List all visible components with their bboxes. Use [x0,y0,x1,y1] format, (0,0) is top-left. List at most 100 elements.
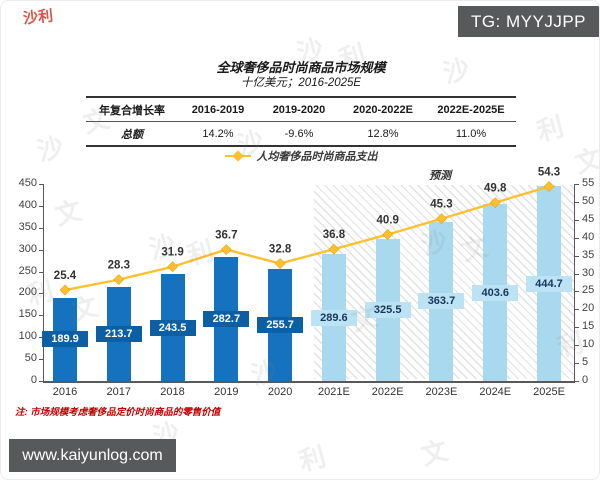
watermark-glyph-18: 文 [417,435,451,471]
y-axis-right-tick-label: 40 [582,230,595,243]
y-axis-left-tick-label: 300 [18,242,37,255]
y-axis-right-tick-mark [575,309,579,311]
watermark-glyph-19: 利 [295,441,329,477]
y-axis-right-tick-label: 5 [582,356,589,369]
legend-line-sample [224,150,251,162]
line-marker-2018 [167,261,178,273]
y-axis-left-tick-mark [39,359,43,361]
y-axis-right-tick-label: 20 [582,302,595,315]
y-axis-right-tick-mark [575,363,579,365]
watermark-glyph-8: 文 [51,195,85,231]
y-axis-right-tick-label: 30 [582,266,595,279]
watermark-glyph-2: 沙 [293,33,327,69]
y-axis-left-tick-label: 400 [18,198,37,211]
y-axis-left-tick-label: 100 [18,330,37,343]
y-axis-left-tick-label: 150 [18,308,37,321]
y-axis-right-tick-mark [575,219,579,221]
cagr-row-label: 总额 [121,129,143,141]
bar-value-label-2018: 243.5 [149,319,196,336]
line-marker-2017 [113,274,125,286]
y-axis-left-tick-mark [39,315,43,317]
watermark-glyph-4: 沙 [439,53,473,89]
y-axis-left-tick-mark [39,205,43,207]
tg-contact-badge: TG: MYYJJPP [458,6,599,37]
bar-value-label-2023E: 363.7 [418,293,465,310]
watermark-glyph-7: 沙 [233,125,267,161]
x-axis-tick-label-2025E: 2025E [533,386,565,398]
footnote: 注: 市场规模考虑奢侈品定价时尚商品的零售价值 [15,407,221,418]
bar-value-label-2019: 282.7 [203,311,250,328]
y-axis-right-tick-label: 0 [582,374,589,386]
y-axis-left-tick-mark [39,271,43,273]
bar-value-label-2020: 255.7 [257,317,304,334]
y-axis-right-tick-mark [575,273,579,275]
chart-title: 全球奢侈品时尚商品市场规模 [216,60,386,75]
x-axis-tick-label-2019: 2019 [214,386,239,398]
line-marker-2016 [59,284,71,296]
line-value-label-2016: 25.4 [54,270,77,282]
cagr-value-2016-2019: 14.2% [202,128,234,140]
y-axis-left-tick-mark [39,184,43,185]
y-axis-right-tick-label: 10 [582,338,595,351]
x-axis-tick-label-2017: 2017 [106,386,131,398]
y-axis-left-tick-mark [39,293,43,295]
line-marker-2020 [274,258,286,269]
y-axis-right-tick-mark [575,237,579,239]
line-value-label-2018: 31.9 [161,247,183,259]
cagr-header-2020-2022e: 2020-2022E [340,97,426,122]
y-axis-right-tick-mark [575,255,579,257]
cagr-value-2019-2020: -9.6% [284,128,314,140]
watermark-glyph-5: 利 [533,111,567,147]
bar-value-label-2021E: 289.6 [310,309,357,326]
watermark-glyph-1: 文 [79,103,113,139]
y-axis-right-tick-label: 35 [582,248,595,261]
y-axis-left-line [43,184,44,381]
watermark-glyph-6: 文 [571,143,600,179]
x-axis-tick-label-2024E: 2024E [479,386,512,398]
bar-value-label-2017: 213.7 [95,326,142,343]
x-axis-tick-label-2016: 2016 [52,386,78,398]
x-axis-tick-label-2022E: 2022E [371,386,404,398]
cagr-table-data-row: 总额 14.2% -9.6% 12.8% 11.0% [86,122,516,147]
line-marker-2019 [220,244,232,255]
x-axis-tick-label-2020: 2020 [267,386,293,398]
cagr-header-2022e-2025e: 2022E-2025E [426,97,516,122]
y-axis-left-tick-label: 350 [18,220,37,233]
bar-value-label-2024E: 403.6 [472,284,519,301]
chart-legend: 人均奢侈品时尚商品支出 [1,148,599,164]
website-url-badge: www.kaiyunlog.com [9,439,176,472]
x-axis-tick-label-2018: 2018 [160,386,185,398]
cagr-header-2019-2020: 2019-2020 [258,97,340,122]
line-value-label-2019: 36.7 [215,230,237,242]
y-axis-right-tick-label: 55 [582,177,595,189]
bar-value-label-2016: 189.9 [42,331,88,348]
watermark-glyph-3: 利 [335,39,369,75]
y-axis-left-tick-mark [39,337,43,339]
forecast-label: 预测 [429,170,451,182]
y-axis-right-tick-mark [575,184,579,185]
y-axis-right-tick-label: 15 [582,320,595,333]
bar-value-label-2022E: 325.5 [364,301,411,318]
watermark-glyph-11: 沙 [145,229,179,265]
legend-label: 人均奢侈品时尚商品支出 [256,151,378,163]
y-axis-left-tick-mark [39,249,43,251]
y-axis-right-tick-label: 50 [582,194,595,207]
y-axis-left-tick-label: 200 [18,286,37,299]
cagr-value-2022e-2025e: 11.0% [455,128,487,140]
x-axis-tick-label-2023E: 2023E [425,386,458,398]
y-axis-left-tick-mark [39,381,43,382]
y-axis-right-tick-mark [575,291,579,293]
line-value-label-2020: 32.8 [269,244,292,256]
line-value-label-2025E: 54.3 [538,167,560,179]
cagr-table: 年复合增长率 2016-2019 2019-2020 2020-2022E 20… [86,96,516,147]
y-axis-right-tick-label: 25 [582,284,595,297]
x-axis-line [43,381,575,383]
watermark-glyph-0: 沙 [33,131,67,167]
cagr-header-2016-2019: 2016-2019 [178,97,258,122]
y-axis-left-tick-label: 250 [18,264,37,277]
bar-value-label-2025E: 444.7 [526,275,573,292]
x-axis-tick-label-2021E: 2021E [317,386,350,398]
y-axis-left-tick-label: 0 [30,374,37,386]
y-axis-right-tick-label: 45 [582,212,595,225]
